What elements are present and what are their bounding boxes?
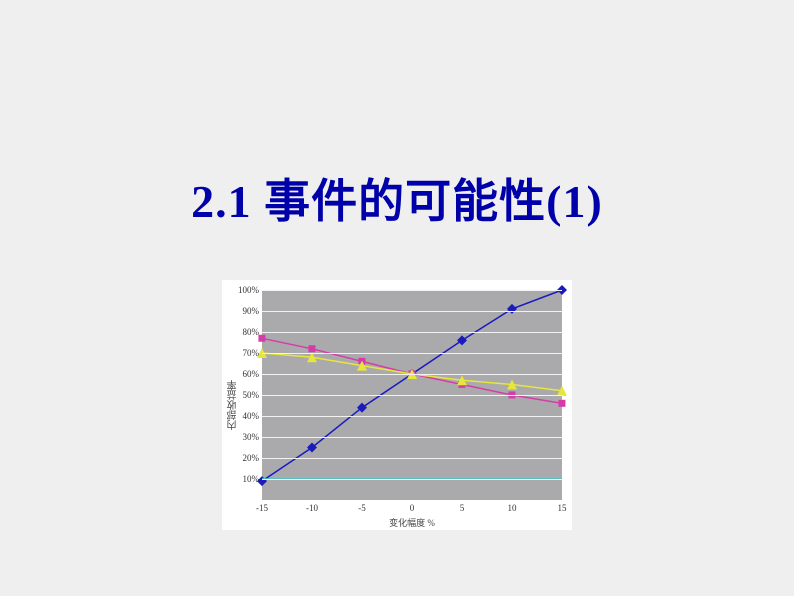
chart-gridline [262,458,562,459]
chart-gridline [262,416,562,417]
chart-ytick-label: 60% [243,369,263,379]
chart-plot-area: 10%20%30%40%50%60%70%80%90%100%-15-10-50… [262,290,562,500]
chart-xtick-label: -10 [306,500,318,513]
chart-gridline [262,290,562,291]
chart-ytick-label: 50% [243,390,263,400]
chart-ytick-label: 100% [238,285,262,295]
chart-xtick-label: -5 [358,500,366,513]
chart-x-axis-label: 变化幅度 % [389,516,435,529]
chart-ytick-label: 40% [243,411,263,421]
chart-series-marker [507,304,517,314]
chart-ytick-label: 30% [243,432,263,442]
chart-ytick-label: 10% [243,474,263,484]
chart-gridline [262,395,562,396]
chart-gridline [262,353,562,354]
chart-series-marker [558,400,565,407]
chart-gridline [262,374,562,375]
chart-xtick-label: 15 [558,500,567,513]
chart-gridline [262,332,562,333]
page-title: 2.1 事件的可能性(1) [0,165,794,231]
chart-xtick-label: 10 [508,500,517,513]
chart-ytick-label: 70% [243,348,263,358]
chart-gridline [262,311,562,312]
chart-gridline [262,437,562,438]
chart-xtick-label: -15 [256,500,268,513]
chart-container: 内部收益率 10%20%30%40%50%60%70%80%90%100%-15… [222,280,572,530]
chart-y-axis-label: 内部收益率 [226,380,241,430]
chart-xtick-label: 0 [410,500,415,513]
chart-ytick-label: 80% [243,327,263,337]
chart-gridline [262,479,562,480]
chart-series-marker [457,335,467,345]
chart-ytick-label: 20% [243,453,263,463]
chart-series-marker [308,345,315,352]
chart-xtick-label: 5 [460,500,465,513]
chart-ytick-label: 90% [243,306,263,316]
